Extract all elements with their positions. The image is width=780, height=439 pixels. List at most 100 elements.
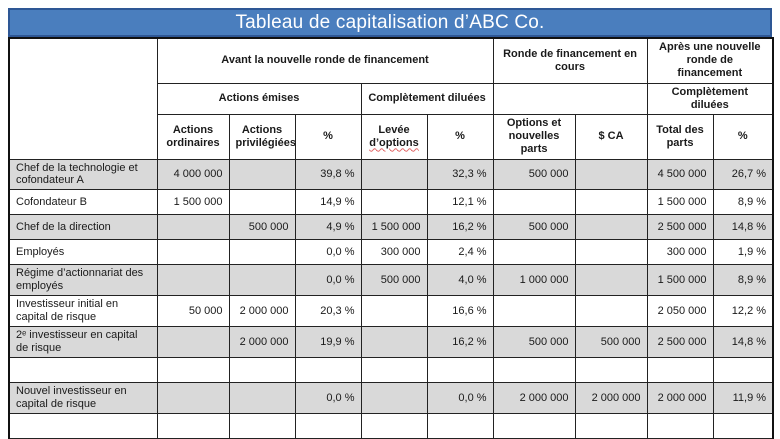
table-cell (574, 239, 648, 266)
table-cell (156, 413, 230, 439)
table-cell (360, 158, 428, 191)
table-cell: 4 000 000 (156, 158, 230, 191)
row-label: Chef de la technologie et cofondateur A (8, 158, 158, 191)
row-label: Régime d’actionnariat des employés (8, 264, 158, 297)
row-label: Chef de la direction (8, 214, 158, 241)
table-cell: 1 000 000 (492, 264, 576, 297)
table-cell (360, 413, 428, 439)
subgroup-header-completement-diluees-avant: Complètement diluées (360, 82, 494, 115)
blank-row (8, 413, 774, 439)
table-cell: 0,0 % (294, 239, 362, 266)
table-cell: 0,0 % (294, 264, 362, 297)
table-cell (294, 357, 362, 384)
table-cell: 500 000 (492, 214, 576, 241)
table-cell: 16,6 % (426, 295, 494, 328)
table-cell: 500 000 (574, 326, 648, 359)
table-cell: 16,2 % (426, 326, 494, 359)
table-cell (156, 357, 230, 384)
table-cell: 2 500 000 (646, 214, 714, 241)
table-row: Employés 0,0 % 300 000 2,4 % 300 000 1,9 % (8, 239, 774, 266)
table-cell (228, 239, 296, 266)
table-cell: 4,9 % (294, 214, 362, 241)
table-row: Nouvel investisseur en capital de risque… (8, 382, 774, 415)
row-label (8, 357, 158, 384)
table-cell: 2 500 000 (646, 326, 714, 359)
table-cell (228, 158, 296, 191)
table-cell (228, 264, 296, 297)
table-cell: 4,0 % (426, 264, 494, 297)
column-header-levee-options: Levée d’options (360, 113, 428, 160)
row-label: Nouvel investisseur en capital de risque (8, 382, 158, 415)
table-cell (360, 382, 428, 415)
table-cell: 1 500 000 (360, 214, 428, 241)
table-cell (294, 413, 362, 439)
table-cell (228, 189, 296, 216)
table-cell: 2 000 000 (574, 382, 648, 415)
table-cell (492, 189, 576, 216)
table-cell (360, 295, 428, 328)
table-cell (646, 413, 714, 439)
table-cell: 11,9 % (712, 382, 774, 415)
levee-line1: Levée (378, 123, 410, 136)
table-header: Avant la nouvelle ronde de financement R… (8, 37, 774, 160)
header-subgroup-row: Actions émises Complètement diluées Comp… (9, 82, 774, 115)
table-cell (156, 326, 230, 359)
table-cell: 39,8 % (294, 158, 362, 191)
column-header-pct-apres: % (712, 113, 774, 160)
title-bar: Tableau de capitalisation d’ABC Co. (8, 8, 772, 37)
row-label (8, 413, 158, 439)
table-cell: 19,9 % (294, 326, 362, 359)
table-cell (228, 382, 296, 415)
table-cell (426, 357, 494, 384)
table-cell: 14,9 % (294, 189, 362, 216)
group-header-avant: Avant la nouvelle ronde de financement (156, 37, 494, 84)
table-cell (156, 382, 230, 415)
table-cell (712, 413, 774, 439)
capitalization-table: Avant la nouvelle ronde de financement R… (8, 37, 775, 439)
table-cell (574, 158, 648, 191)
table-cell: 26,7 % (712, 158, 774, 191)
table-cell: 2 000 000 (646, 382, 714, 415)
group-header-apres: Après une nouvelle ronde de financement (646, 37, 774, 84)
table-cell: 500 000 (492, 158, 576, 191)
table-cell (360, 326, 428, 359)
table-cell: 1 500 000 (646, 189, 714, 216)
table-cell (492, 357, 576, 384)
header-group-row: Avant la nouvelle ronde de financement R… (8, 37, 774, 160)
table-cell (574, 189, 648, 216)
levee-line2: d’options (369, 136, 419, 149)
table-cell (156, 214, 230, 241)
table-cell: 4 500 000 (646, 158, 714, 191)
table-cell: 0,0 % (294, 382, 362, 415)
table-cell: 2 000 000 (228, 326, 296, 359)
table-cell: 2,4 % (426, 239, 494, 266)
table-cell: 1,9 % (712, 239, 774, 266)
page-title: Tableau de capitalisation d’ABC Co. (235, 11, 545, 33)
row-label: 2ᵉ investisseur en capital de risque (8, 326, 158, 359)
column-header-total-des-parts: Total des parts (646, 113, 714, 160)
table-cell (228, 357, 296, 384)
table-cell: 0,0 % (426, 382, 494, 415)
table-row: Investisseur initial en capital de risqu… (8, 295, 774, 328)
table-cell: 12,1 % (426, 189, 494, 216)
table-cell (228, 413, 296, 439)
table-cell: 300 000 (646, 239, 714, 266)
table-cell (646, 357, 714, 384)
column-header-actions-privilegiees: Actions privilégiées (228, 113, 296, 160)
table-cell (574, 214, 648, 241)
column-header-dollars-ca: $ CA (574, 113, 648, 160)
table-row: 2ᵉ investisseur en capital de risque 2 00… (8, 326, 774, 359)
group-header-ronde-en-cours: Ronde de financement en cours (492, 37, 648, 84)
subgroup-header-completement-diluees-apres: Complètement diluées (646, 82, 774, 115)
table-cell: 500 000 (360, 264, 428, 297)
table-row: Régime d’actionnariat des employés 0,0 % 5… (8, 264, 774, 297)
corner-cell (8, 37, 158, 160)
table-cell (574, 357, 648, 384)
table-cell: 300 000 (360, 239, 428, 266)
subgroup-header-blank (492, 82, 648, 115)
column-header-actions-ordinaires: Actions ordinaires (156, 113, 230, 160)
row-label: Investisseur initial en capital de risqu… (8, 295, 158, 328)
column-header-options-nouvelles-parts: Options et nouvelles parts (492, 113, 576, 160)
